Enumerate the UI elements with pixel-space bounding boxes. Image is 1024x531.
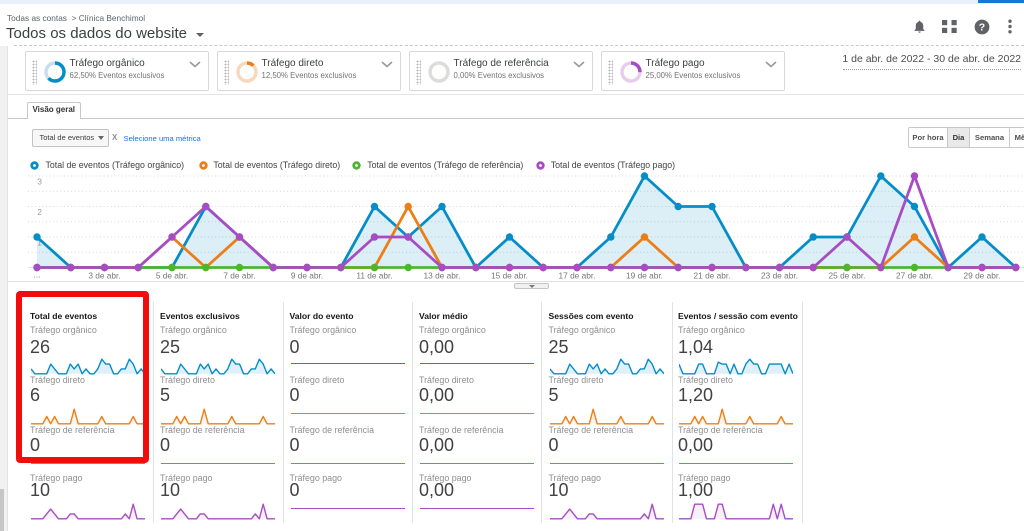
svg-text:23 de abr.: 23 de abr. [761,271,798,281]
svg-text:15 de abr.: 15 de abr. [491,271,528,281]
svg-text:17 de abr.: 17 de abr. [559,271,596,281]
svg-text:2: 2 [37,207,42,217]
svg-text:27 de abr.: 27 de abr. [896,271,933,281]
svg-text:13 de abr.: 13 de abr. [424,271,461,281]
svg-text:29 de abr.: 29 de abr. [964,271,1001,281]
svg-text:...: ... [34,270,41,280]
svg-text:3: 3 [37,177,42,187]
svg-text:21 de abr.: 21 de abr. [694,271,731,281]
svg-text:3 de abr.: 3 de abr. [88,271,120,281]
svg-text:25 de abr.: 25 de abr. [829,271,866,281]
svg-text:19 de abr.: 19 de abr. [626,271,663,281]
svg-text:11 de abr.: 11 de abr. [356,271,392,281]
svg-text:9 de abr.: 9 de abr. [291,271,323,281]
svg-text:?: ? [979,22,985,34]
svg-text:5 de abr.: 5 de abr. [156,271,188,281]
svg-text:1: 1 [37,238,42,248]
svg-text:7 de abr.: 7 de abr. [223,271,255,281]
